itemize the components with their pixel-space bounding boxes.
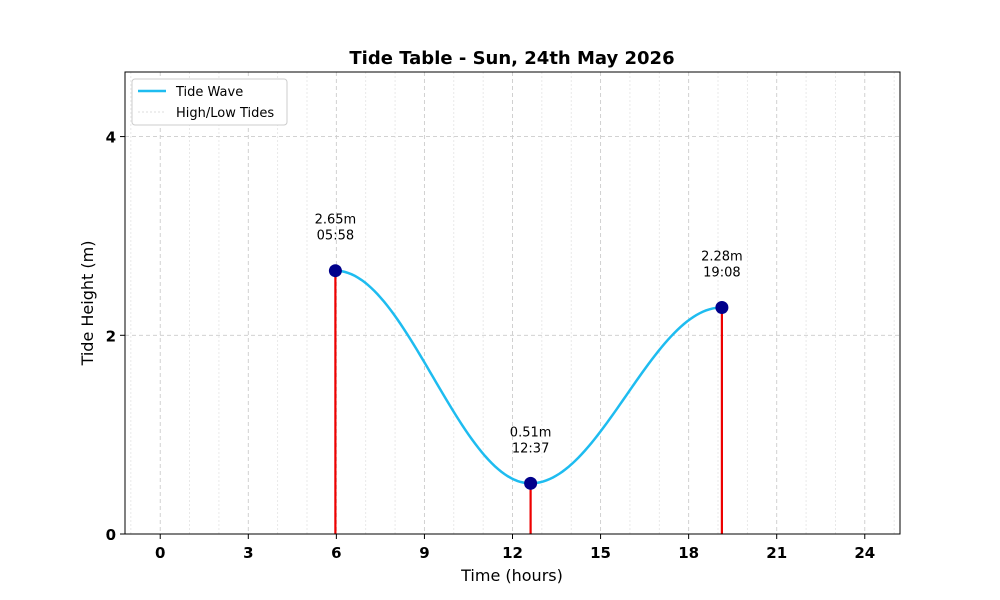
x-tick-label: 15: [590, 544, 611, 562]
tide-marker: [715, 300, 729, 314]
y-tick-label: 0: [106, 526, 116, 544]
y-axis-label: Tide Height (m): [78, 241, 97, 367]
legend: Tide Wave High/Low Tides: [131, 78, 288, 126]
legend-label-high-low-tides: High/Low Tides: [176, 106, 274, 121]
x-axis-label: Time (hours): [460, 566, 563, 585]
x-tick-label: 3: [243, 544, 253, 562]
tide-time-label: 12:37: [512, 441, 549, 456]
chart-title: Tide Table - Sun, 24th May 2026: [349, 48, 674, 69]
tide-height-label: 2.28m: [701, 249, 743, 264]
tide-height-label: 0.51m: [510, 425, 552, 440]
tide-time-label: 05:58: [317, 229, 354, 244]
y-tick-label: 2: [106, 327, 116, 345]
stem-layer: [334, 270, 723, 534]
marker-layer: [328, 264, 729, 490]
x-tick-label: 0: [155, 544, 165, 562]
tide-time-label: 19:08: [703, 265, 740, 280]
grid-layer: [125, 72, 900, 534]
tide-height-label: 2.65m: [315, 213, 357, 228]
legend-box: [131, 78, 288, 126]
tide-marker: [524, 476, 538, 490]
x-tick-label: 18: [678, 544, 699, 562]
x-tick-label: 21: [766, 544, 787, 562]
x-tick-label: 12: [502, 544, 523, 562]
x-tick-label: 9: [419, 544, 429, 562]
x-tick-label: 6: [331, 544, 341, 562]
y-tick-label: 4: [106, 129, 116, 147]
legend-label-tide-wave: Tide Wave: [175, 85, 243, 100]
x-tick-label: 24: [854, 544, 875, 562]
tide-marker: [328, 264, 342, 278]
